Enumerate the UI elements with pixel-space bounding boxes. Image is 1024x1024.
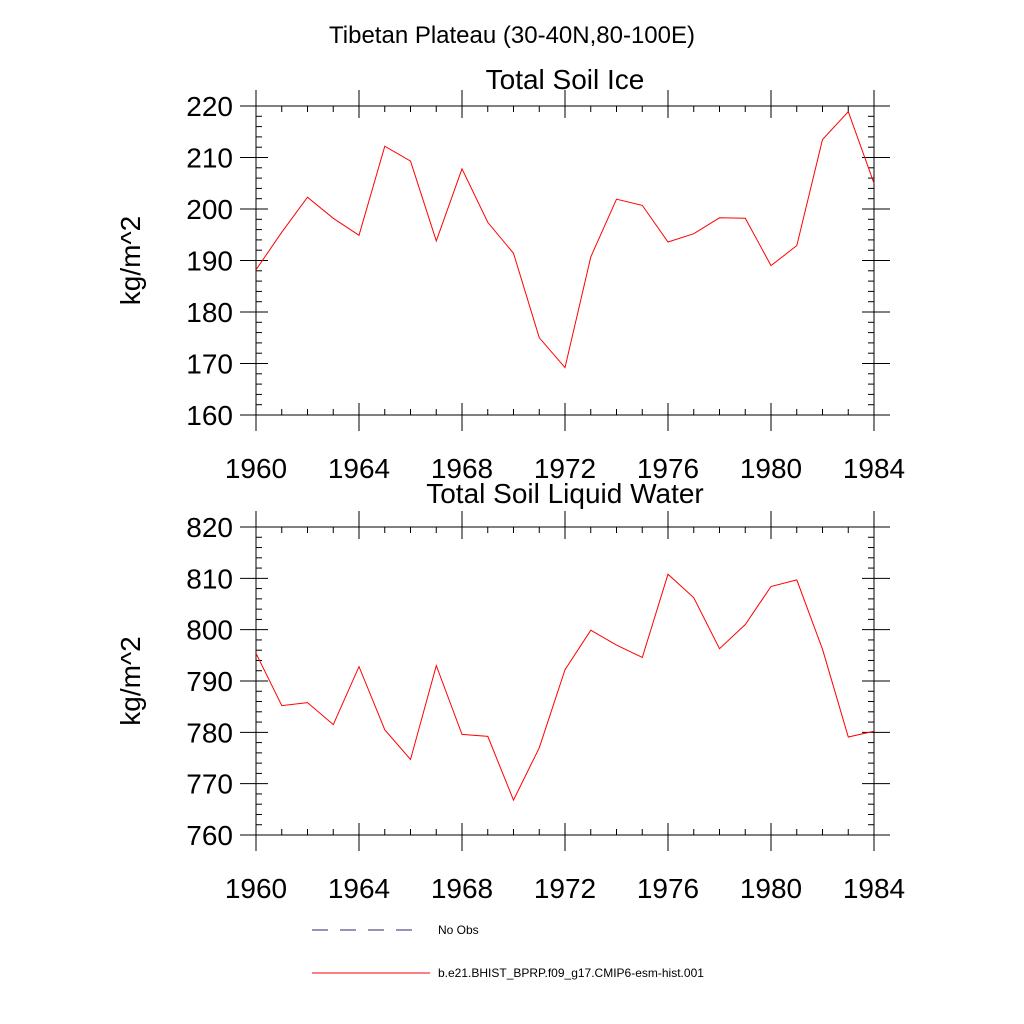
x-tick-label: 1964 <box>328 453 390 484</box>
y-tick-label: 800 <box>186 615 233 646</box>
y-tick-label: 160 <box>186 400 233 431</box>
legend-item-obs: No Obs <box>312 923 479 937</box>
y-tick-label: 780 <box>186 717 233 748</box>
y-axis-label: kg/m^2 <box>115 636 146 725</box>
panel-total-soil-liquid-water: Total Soil Liquid Water 1960 1964 1968 1972 1… <box>115 478 905 904</box>
y-tick-label: 220 <box>186 91 233 122</box>
plot-frame <box>255 526 875 836</box>
y-tick-label: 770 <box>186 769 233 800</box>
x-tick-label: 1972 <box>534 453 596 484</box>
x-tick-label: 1968 <box>431 453 493 484</box>
legend: No Obs b.e21.BHIST_BPRP.f09_g17.CMIP6-es… <box>312 923 704 980</box>
legend-item-model: b.e21.BHIST_BPRP.f09_g17.CMIP6-esm-hist.… <box>312 966 704 980</box>
chart-title: Total Soil Ice <box>486 64 645 95</box>
y-axis-label: kg/m^2 <box>115 216 146 305</box>
y-tick-label: 760 <box>186 820 233 851</box>
x-tick-label: 1984 <box>843 453 905 484</box>
x-tick-label: 1976 <box>637 453 699 484</box>
x-tick-label: 1972 <box>534 873 596 904</box>
x-tick-label: 1984 <box>843 873 905 904</box>
y-tick-label: 210 <box>186 143 233 174</box>
y-tick-label: 810 <box>186 563 233 594</box>
x-tick-label: 1980 <box>740 453 802 484</box>
y-tick-label: 170 <box>186 349 233 380</box>
y-tick-label: 200 <box>186 194 233 225</box>
y-tick-label: 180 <box>186 297 233 328</box>
x-tick-label: 1964 <box>328 873 390 904</box>
x-tick-label: 1980 <box>740 873 802 904</box>
panel-total-soil-ice: Total Soil Ice 1960 1964 1968 1972 1976 1980 19… <box>115 64 905 484</box>
series-line <box>255 110 875 369</box>
x-tick-label: 1968 <box>431 873 493 904</box>
plot-frame <box>255 105 875 416</box>
x-tick-label: 1960 <box>225 873 287 904</box>
page-title: Tibetan Plateau (30-40N,80-100E) <box>329 22 695 49</box>
series-line <box>255 573 875 802</box>
y-tick-label: 790 <box>186 666 233 697</box>
x-tick-label: 1976 <box>637 873 699 904</box>
x-tick-label: 1960 <box>225 453 287 484</box>
legend-label-obs: No Obs <box>438 923 479 937</box>
chart-title: Total Soil Liquid Water <box>426 478 704 509</box>
legend-label-model: b.e21.BHIST_BPRP.f09_g17.CMIP6-esm-hist.… <box>438 966 704 980</box>
y-tick-label: 190 <box>186 246 233 277</box>
y-tick-label: 820 <box>186 512 233 543</box>
